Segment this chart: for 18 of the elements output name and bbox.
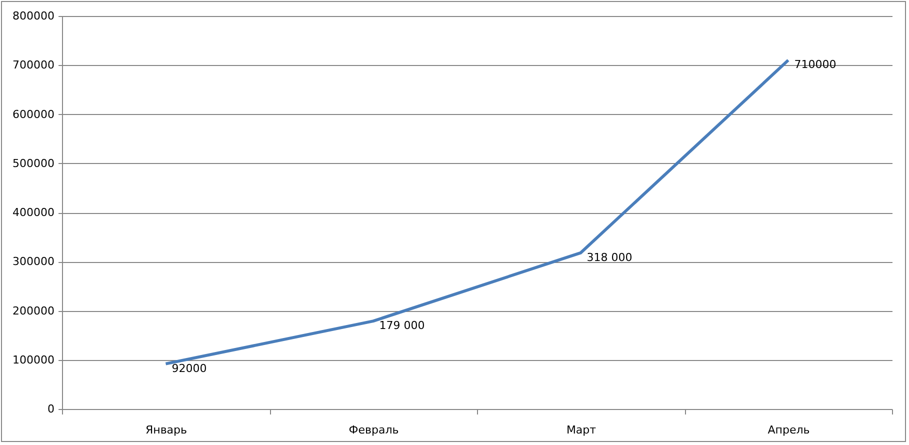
data-label: 318 000	[586, 250, 632, 264]
y-tick-label: 300000	[12, 255, 54, 268]
y-tick-label: 100000	[12, 353, 54, 366]
x-tick-label: Апрель	[768, 424, 810, 436]
data-label: 92000	[172, 362, 207, 375]
y-tick-label: 600000	[12, 108, 54, 121]
y-tick-label: 400000	[12, 206, 54, 219]
x-tick-label: Январь	[145, 424, 188, 436]
x-tick-label: Март	[566, 424, 597, 436]
y-tick-label: 0	[48, 402, 54, 416]
data-label: 710000	[794, 58, 836, 72]
data-label: 179 000	[379, 319, 425, 332]
y-tick-label: 700000	[12, 58, 54, 72]
x-tick-label: Февраль	[348, 424, 399, 436]
y-tick-label: 800000	[12, 10, 54, 22]
y-tick-label: 500000	[12, 156, 54, 170]
y-tick-label: 200000	[12, 304, 54, 318]
line-series	[164, 58, 790, 366]
